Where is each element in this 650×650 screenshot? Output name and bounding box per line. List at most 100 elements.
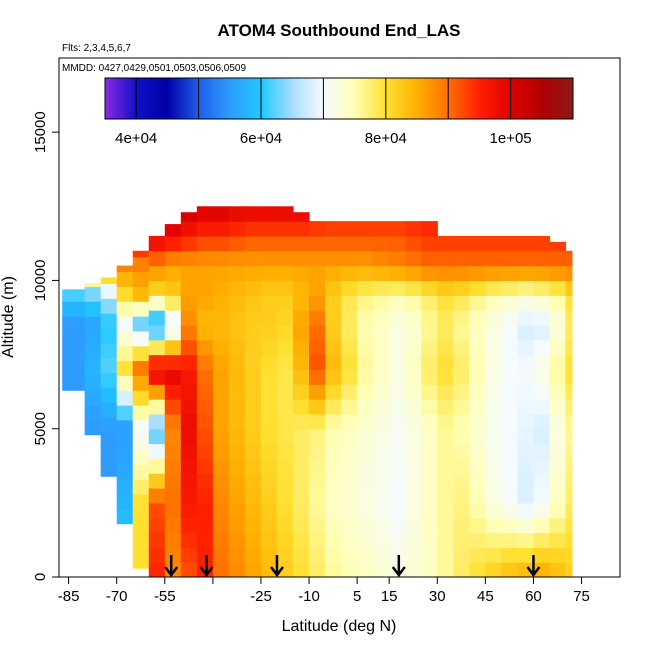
heatmap-cell <box>565 443 573 459</box>
heatmap-cell <box>453 250 470 267</box>
heatmap-cell <box>228 295 246 311</box>
heatmap-cell <box>180 221 198 237</box>
heatmap-cell <box>293 488 310 504</box>
heatmap-cell <box>373 532 390 548</box>
heatmap-cell <box>228 488 246 504</box>
heatmap-cell <box>437 384 454 400</box>
heatmap-cell <box>116 508 134 525</box>
heatmap-cell <box>325 295 342 311</box>
heatmap-cell <box>164 250 182 267</box>
heatmap-cell <box>549 265 567 282</box>
heatmap-cell <box>212 458 230 474</box>
colorbar-tick-label: 6e+04 <box>240 130 282 147</box>
heatmap-cell <box>309 384 326 400</box>
heatmap-cell <box>132 345 150 362</box>
heatmap-cell <box>533 310 551 326</box>
heatmap-cell <box>437 562 454 577</box>
heatmap-cell <box>421 413 438 430</box>
heatmap-cell <box>228 221 246 237</box>
heatmap-cell <box>62 316 86 332</box>
heatmap-cell <box>260 502 278 519</box>
heatmap-cell <box>309 399 326 415</box>
heatmap-cell <box>437 324 454 341</box>
heatmap-cell <box>341 562 358 577</box>
heatmap-cell <box>501 369 519 385</box>
heatmap-cell <box>485 369 502 385</box>
heatmap-cell <box>116 390 134 406</box>
heatmap-cell <box>228 562 246 577</box>
heatmap-cell <box>501 295 519 311</box>
heatmap-cell <box>469 562 486 577</box>
heatmap-cell <box>244 547 262 563</box>
heatmap-cell <box>517 369 535 385</box>
heatmap-cell <box>357 324 374 341</box>
heatmap-cell <box>196 384 214 400</box>
heatmap-cell <box>325 532 342 548</box>
heatmap-cell <box>276 310 294 326</box>
arrow-markers <box>164 555 541 578</box>
heatmap-cell <box>116 419 134 436</box>
heatmap-cell <box>325 488 342 504</box>
heatmap-cell <box>549 339 567 356</box>
heatmap-cell <box>244 384 262 400</box>
heatmap-cell <box>469 250 486 267</box>
heatmap-cell <box>116 345 134 362</box>
heatmap-cell <box>260 473 278 489</box>
heatmap-cell <box>437 473 454 489</box>
heatmap-cell <box>565 324 573 341</box>
heatmap-cell <box>260 339 278 356</box>
heatmap-cell <box>325 235 342 252</box>
heatmap-cell <box>260 443 278 459</box>
heatmap-cell <box>405 532 422 548</box>
heatmap-cell <box>276 235 294 252</box>
heatmap-cell <box>501 235 519 252</box>
y-tick-label: 15000 <box>32 111 49 153</box>
heatmap-cell <box>309 547 326 563</box>
heatmap-cell <box>565 280 573 296</box>
heatmap-cell <box>62 289 86 302</box>
heatmap-cell <box>244 324 262 341</box>
heatmap-cell <box>293 547 310 563</box>
heatmap-cell <box>196 250 214 267</box>
heatmap-cell <box>260 324 278 341</box>
heatmap-cell <box>325 413 342 430</box>
heatmap-cell <box>309 443 326 459</box>
heatmap-cell <box>549 532 567 548</box>
heatmap-cell <box>84 330 102 347</box>
heatmap-cell <box>421 265 438 282</box>
heatmap-cell <box>485 443 502 459</box>
heatmap-cell <box>180 532 198 548</box>
heatmap-cell <box>485 265 502 282</box>
heatmap-cell <box>373 562 390 577</box>
heatmap-cell <box>341 502 358 519</box>
heatmap-cell <box>180 250 198 267</box>
heatmap-cell <box>228 235 246 252</box>
heatmap-cell <box>244 502 262 519</box>
heatmap-cell <box>132 316 150 332</box>
heatmap-cell <box>469 473 486 489</box>
heatmap-cell <box>212 265 230 282</box>
heatmap-cell <box>453 562 470 577</box>
heatmap-cell <box>453 384 470 400</box>
heatmap-cell <box>453 443 470 459</box>
heatmap-cell <box>549 384 567 400</box>
heatmap-cell <box>565 532 573 548</box>
heatmap-cell <box>405 369 422 385</box>
heatmap-cell <box>309 295 326 311</box>
heatmap-cell <box>437 488 454 504</box>
heatmap-cell <box>437 310 454 326</box>
heatmap-cell <box>132 508 150 525</box>
heatmap-cell <box>437 250 454 267</box>
heatmap-cell <box>212 295 230 311</box>
heatmap-cell <box>276 502 294 519</box>
heatmap-cell <box>260 354 278 370</box>
heatmap-cell <box>325 399 342 415</box>
heatmap-cell <box>565 354 573 370</box>
heatmap-cell <box>148 443 166 459</box>
heatmap-cell <box>196 488 214 504</box>
heatmap-cell <box>293 473 310 489</box>
heatmap-cell <box>485 473 502 489</box>
heatmap-cell <box>517 310 535 326</box>
heatmap-cell <box>180 547 198 563</box>
heatmap-cell <box>517 339 535 356</box>
